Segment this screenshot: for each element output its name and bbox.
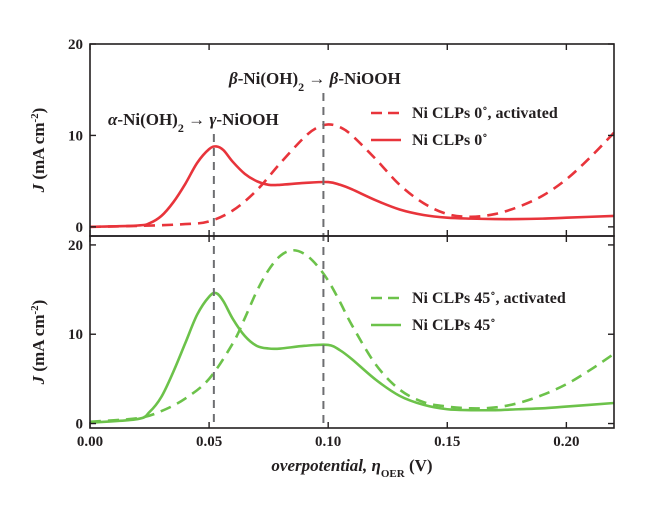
- x-tick-label-0.15: 0.15: [434, 434, 460, 450]
- series-line-top-pristine: [90, 145, 614, 229]
- x-axis-label: overpotential, ηOER (V): [271, 456, 432, 480]
- series-line-bottom-activated: [90, 248, 614, 424]
- panel-top: [90, 123, 614, 229]
- y-tick-label-bottom-0: 0: [76, 417, 84, 433]
- series-line-top-activated: [90, 123, 614, 229]
- y-tick-label-bottom-20: 20: [68, 238, 83, 254]
- annotation-beta-transition: β-Ni(OH)2 → β-NiOOH: [228, 69, 401, 94]
- annotation-alpha-transition: α-Ni(OH)2 → γ-NiOOH: [108, 110, 279, 135]
- legend-label-bottom-1: Ni CLPs 45˚: [412, 317, 496, 334]
- reference-lines: [212, 93, 325, 428]
- x-tick-label-0.2: 0.20: [553, 434, 579, 450]
- y-tick-label-top-20: 20: [68, 37, 83, 53]
- axes-frame-bottom: [89, 235, 615, 429]
- legend-top: Ni CLPs 0˚, activated Ni CLPs 0˚: [371, 105, 558, 149]
- series-line-bottom-pristine: [90, 291, 614, 424]
- y-axis-label-bottom: J (mA cm-2): [29, 300, 48, 386]
- x-tick-label-0: 0.00: [77, 434, 103, 450]
- y-tick-labels: 0 10 20 0 10 20: [68, 37, 83, 433]
- x-tick-label-0.05: 0.05: [196, 434, 222, 450]
- y-tick-label-top-10: 10: [68, 128, 83, 144]
- legend-bottom: Ni CLPs 45˚, activated Ni CLPs 45˚: [371, 290, 566, 334]
- y-tick-label-bottom-10: 10: [68, 327, 83, 343]
- y-axis-label-top: J (mA cm-2): [29, 108, 48, 194]
- x-tick-label-0.1: 0.10: [315, 434, 341, 450]
- x-tick-labels: 0.00 0.05 0.10 0.15 0.20: [77, 434, 580, 450]
- legend-label-top-1: Ni CLPs 0˚: [412, 132, 488, 149]
- y-tick-label-top-0: 0: [76, 220, 84, 236]
- panel-bottom: [90, 248, 614, 424]
- axes-frames: [89, 43, 615, 429]
- legend-label-top-0: Ni CLPs 0˚, activated: [412, 105, 558, 122]
- legend-label-bottom-0: Ni CLPs 45˚, activated: [412, 290, 566, 307]
